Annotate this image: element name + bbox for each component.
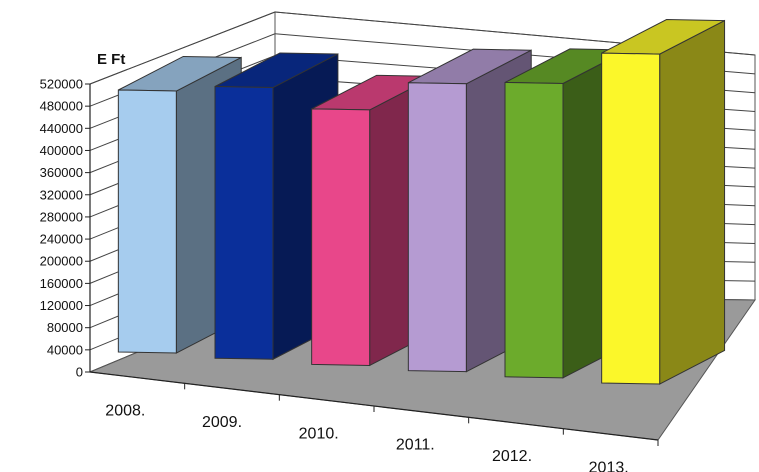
y-tick-label: 360000 [40,165,83,180]
y-tick-label: 320000 [40,187,83,202]
y-tick-label: 280000 [40,209,83,224]
y-tick-label: 160000 [40,276,83,291]
y-axis-unit-label: E Ft [97,51,125,68]
bar-front [407,82,467,373]
x-axis: 2008. 2009. 2010. 2011. 2012. 2013. [89,371,659,472]
y-tick-label: 200000 [40,254,83,269]
x-category-label: 2010. [299,425,339,442]
x-category-label: 2013. [589,459,629,472]
bar-front [311,108,371,366]
x-category-label: 2008. [105,403,145,420]
bars [117,19,726,385]
y-tick-label: 120000 [40,298,83,313]
bar-2013 [601,19,726,385]
y-tick-label: 520000 [40,77,83,92]
x-category-label: 2012. [492,448,532,465]
bar-front [504,81,564,379]
y-tick-label: 40000 [47,342,83,357]
y-tick-label: 440000 [40,121,83,136]
y-tick-label: 240000 [40,232,83,247]
x-category-label: 2011. [396,437,435,454]
x-category-label: 2009. [202,414,242,431]
y-axis: 0 40000 80000 120000 160000 200000 240000 28000… [40,77,91,380]
bar-front [214,85,274,360]
bar-side [659,19,726,385]
y-tick-label: 80000 [47,320,83,335]
y-tick-label: 480000 [40,99,83,114]
y-tick-label: 400000 [40,143,83,158]
y-tick-label: 0 [76,365,83,380]
gridline-side [89,11,276,85]
bar-front [117,89,177,354]
bar-front [601,52,661,385]
